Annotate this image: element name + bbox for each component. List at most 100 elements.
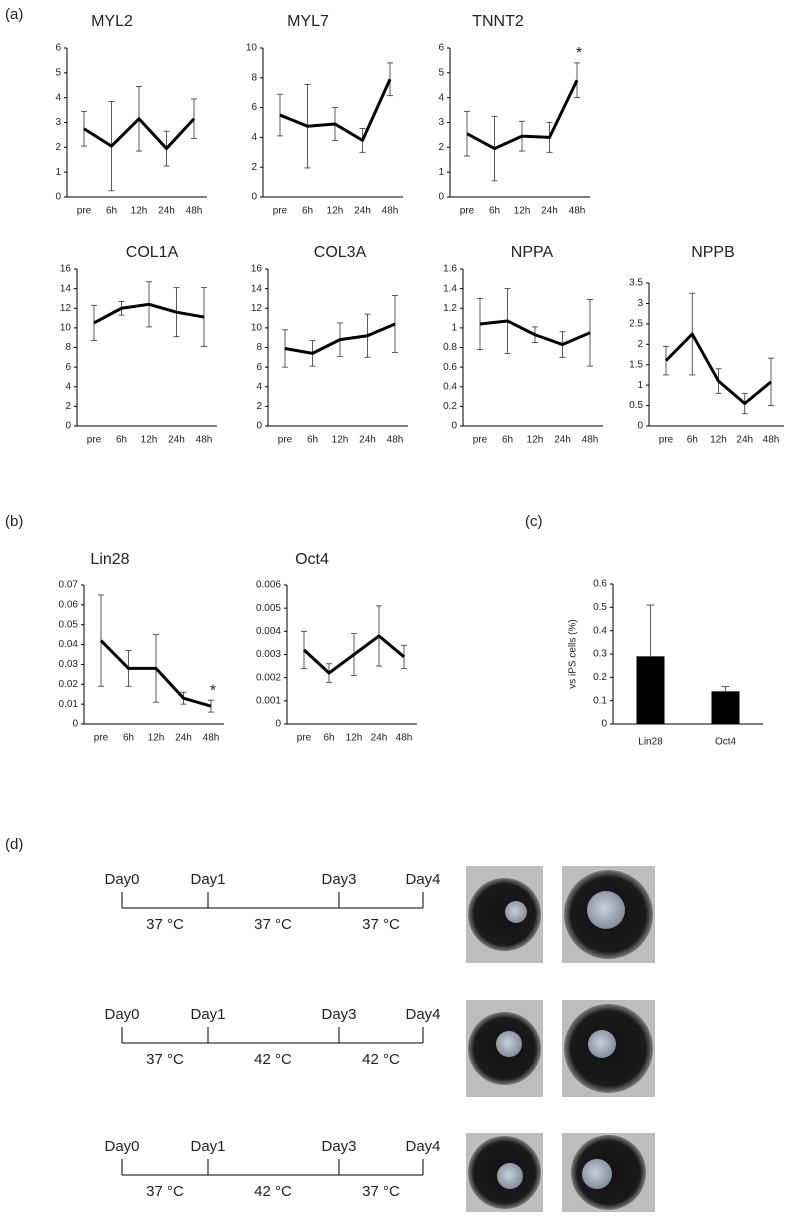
x-tick-label: 6h (106, 206, 117, 217)
panel-label: (c) (525, 513, 543, 530)
y-tick-label: 2.5 (629, 318, 643, 329)
y-tick-label: 6 (438, 43, 444, 54)
chart-title: NPPB (691, 244, 735, 261)
temperature-label: 42 °C (362, 1051, 400, 1068)
y-tick-label: 3 (438, 117, 444, 128)
x-tick-label: 6h (302, 206, 313, 217)
y-tick-label: 0.6 (593, 579, 607, 590)
y-tick-label: 16 (60, 264, 72, 275)
annotation: * (576, 45, 582, 62)
x-tick-label: 24h (158, 206, 175, 217)
y-tick-label: 0 (601, 719, 607, 730)
y-tick-label: 16 (251, 264, 263, 275)
x-tick-label: pre (273, 206, 288, 217)
y-tick-label: 0.005 (256, 603, 281, 614)
error-bar (464, 110, 470, 157)
temperature-label: 37 °C (146, 1051, 184, 1068)
y-tick-label: 1 (438, 167, 444, 178)
line (466, 79, 579, 151)
x-tick-label: pre (278, 435, 293, 446)
y-tick-label: 0.06 (59, 599, 79, 610)
day-label: Day0 (104, 1138, 139, 1155)
y-tick-label: 1.4 (443, 283, 457, 294)
y-tick-label: 3.5 (629, 278, 643, 289)
line (83, 117, 196, 151)
temperature-label: 42 °C (254, 1051, 292, 1068)
y-tick-label: 2 (55, 142, 61, 153)
y-tick-label: 1 (637, 380, 643, 391)
chart-title: COL3A (314, 244, 367, 261)
well-photo (466, 1000, 543, 1097)
chart-title: MYL7 (287, 13, 329, 30)
y-tick-label: 0.2 (443, 401, 457, 412)
y-tick-label: 0.4 (443, 381, 457, 392)
y-tick-label: 0 (438, 192, 444, 203)
y-tick-label: 2 (637, 339, 643, 350)
temperature-label: 42 °C (254, 1183, 292, 1200)
well-photo (562, 1133, 655, 1212)
x-tick-label: 48h (569, 206, 586, 217)
line (99, 639, 212, 708)
well-photo (562, 866, 655, 963)
bar (636, 656, 665, 724)
x-tick-label: 48h (382, 206, 399, 217)
y-tick-label: 0.003 (256, 649, 281, 660)
line (284, 322, 396, 355)
chart-title: Oct4 (295, 551, 329, 568)
cell-mass (505, 901, 527, 923)
line (93, 302, 205, 325)
day-label: Day4 (405, 1138, 440, 1155)
y-tick-label: 10 (251, 323, 263, 334)
y-tick-label: 1.5 (629, 359, 643, 370)
y-tick-label: 0.4 (593, 625, 607, 636)
day-label: Day1 (190, 1006, 225, 1023)
panel-label: (b) (5, 513, 23, 530)
x-tick-label: pre (94, 733, 109, 744)
cell-mass (588, 1030, 616, 1058)
y-tick-label: 0 (251, 192, 257, 203)
y-tick-label: 2 (251, 162, 257, 173)
y-tick-label: 0.2 (593, 672, 607, 683)
x-tick-label: pre (659, 435, 674, 446)
line (279, 78, 392, 142)
y-tick-label: 10 (246, 43, 258, 54)
panel-label: (a) (5, 6, 23, 23)
y-tick-label: 1 (55, 167, 61, 178)
y-tick-label: 0.03 (59, 659, 79, 670)
x-tick-label: 24h (354, 206, 371, 217)
x-tick-label: 24h (175, 733, 192, 744)
y-tick-label: 10 (60, 323, 72, 334)
x-tick-label: 12h (141, 435, 158, 446)
line (302, 634, 405, 675)
y-tick-label: 0.02 (59, 679, 79, 690)
line (479, 319, 591, 347)
day-label: Day0 (104, 1006, 139, 1023)
x-tick-label: 12h (527, 435, 544, 446)
y-tick-label: 0 (72, 719, 78, 730)
day-label: Day1 (190, 871, 225, 888)
y-tick-label: 12 (60, 303, 72, 314)
y-tick-label: 4 (256, 381, 262, 392)
day-label: Day4 (405, 871, 440, 888)
y-tick-label: 0.1 (593, 695, 607, 706)
y-tick-label: 3 (637, 298, 643, 309)
bar (711, 691, 740, 724)
day-label: Day0 (104, 871, 139, 888)
y-tick-label: 12 (251, 303, 263, 314)
x-tick-label: 12h (346, 733, 363, 744)
y-tick-label: 1.6 (443, 264, 457, 275)
y-tick-label: 0.004 (256, 626, 281, 637)
well-photo (562, 1000, 655, 1097)
well (468, 878, 541, 951)
y-tick-label: 4 (65, 381, 71, 392)
x-tick-label: 6h (687, 435, 698, 446)
temperature-label: 37 °C (362, 1183, 400, 1200)
x-tick-label: Oct4 (715, 737, 737, 748)
x-tick-label: 48h (196, 435, 213, 446)
cell-mass (496, 1031, 522, 1057)
chart-title: MYL2 (91, 13, 133, 30)
y-tick-label: 4 (55, 92, 61, 103)
y-tick-label: 0.5 (593, 602, 607, 613)
y-tick-label: 2 (65, 401, 71, 412)
error-bar (646, 604, 655, 657)
